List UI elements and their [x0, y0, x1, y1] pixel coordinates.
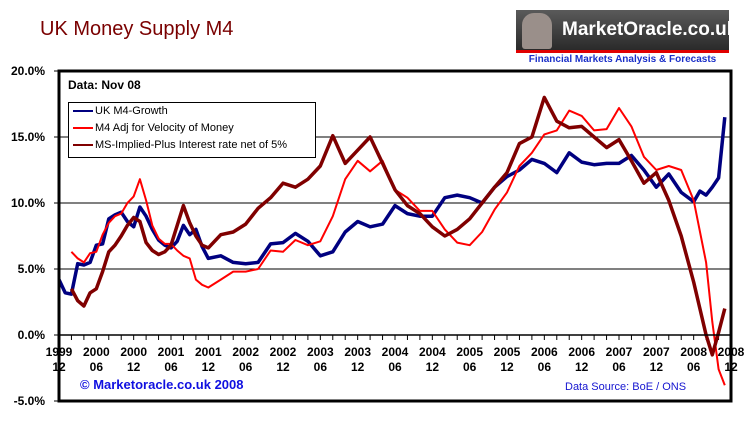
x-tick-label-year: 2008 — [680, 345, 707, 359]
plot-frame — [57, 69, 733, 403]
marketoracle-logo: MarketOracle.co.uk Financial Markets Ana… — [516, 10, 737, 68]
gridlines — [59, 136, 731, 336]
x-tick-label-year: 2002 — [270, 345, 297, 359]
x-tick-label-year: 2002 — [232, 345, 259, 359]
x-tick-label-month: 12 — [276, 360, 290, 374]
x-tick-label-month: 12 — [426, 360, 440, 374]
x-tick-label-year: 2007 — [606, 345, 633, 359]
x-tick-label-month: 06 — [314, 360, 328, 374]
series-line-m4-adj-velocity — [70, 107, 726, 386]
chart-title: UK Money Supply M4 — [40, 18, 234, 40]
y-tick-label: 5.0% — [18, 262, 46, 276]
x-tick-label-month: 06 — [463, 360, 477, 374]
legend-item-m4-adj: M4 Adj for Velocity of Money — [73, 122, 234, 138]
x-tick-label-month: 06 — [239, 360, 253, 374]
x-axis-ticks: 1999122000062000122001062001122002062002… — [46, 335, 745, 374]
x-tick-label-month: 12 — [575, 360, 589, 374]
x-tick-label-year: 2004 — [419, 345, 446, 359]
legend-label: MS-Implied-Plus Interest rate net of 5% — [95, 139, 287, 151]
legend-item-uk-m4: UK M4-Growth — [73, 105, 168, 121]
y-tick-label: -5.0% — [14, 394, 46, 408]
y-tick-label: 15.0% — [11, 130, 45, 144]
y-tick-label: 10.0% — [11, 196, 45, 210]
x-tick-label-year: 2003 — [344, 345, 371, 359]
x-tick-label-year: 2005 — [456, 345, 483, 359]
series-lines — [57, 95, 727, 386]
x-tick-label-year: 2005 — [494, 345, 521, 359]
logo-tagline: Financial Markets Analysis & Forecasts — [528, 54, 717, 65]
x-tick-label-year: 2006 — [568, 345, 595, 359]
legend-item-ms-implied: MS-Implied-Plus Interest rate net of 5% — [73, 139, 287, 155]
oracle-statue-icon — [522, 13, 552, 49]
x-tick-label-month: 12 — [650, 360, 664, 374]
x-tick-label-month: 06 — [538, 360, 552, 374]
x-tick-label-year: 2003 — [307, 345, 334, 359]
legend-label: M4 Adj for Velocity of Money — [95, 122, 234, 134]
legend-swatch — [73, 110, 93, 113]
x-tick-label-year: 2001 — [158, 345, 185, 359]
legend: UK M4-Growth M4 Adj for Velocity of Mone… — [68, 102, 316, 158]
y-tick-label: 0.0% — [18, 328, 46, 342]
x-tick-label-year: 2007 — [643, 345, 670, 359]
series-line-ms-implied-plus-interest — [69, 95, 727, 357]
legend-label: UK M4-Growth — [95, 105, 168, 117]
x-tick-label-month: 12 — [127, 360, 141, 374]
x-tick-label-month: 12 — [351, 360, 365, 374]
legend-swatch — [73, 144, 93, 147]
x-tick-label-year: 2004 — [382, 345, 409, 359]
data-source-note: Data Source: BoE / ONS — [565, 381, 687, 393]
x-tick-label-year: 2000 — [120, 345, 147, 359]
data-date-note: Data: Nov 08 — [68, 78, 141, 92]
x-tick-label-year: 2000 — [83, 345, 110, 359]
x-tick-label-year: 2006 — [531, 345, 558, 359]
x-tick-label-month: 06 — [90, 360, 104, 374]
logo-name: MarketOracle.co.uk — [562, 19, 738, 40]
x-tick-label-month: 12 — [202, 360, 216, 374]
x-tick-label-month: 06 — [164, 360, 178, 374]
legend-swatch — [73, 127, 93, 130]
y-tick-label: 20.0% — [11, 64, 45, 78]
x-tick-label-month: 06 — [612, 360, 626, 374]
x-tick-label-month: 12 — [500, 360, 514, 374]
x-tick-label-month: 06 — [388, 360, 402, 374]
logo-red-stripe — [516, 50, 729, 53]
x-tick-label-month: 06 — [687, 360, 701, 374]
copyright-note: © Marketoracle.co.uk 2008 — [80, 377, 244, 392]
x-tick-label-year: 2001 — [195, 345, 222, 359]
